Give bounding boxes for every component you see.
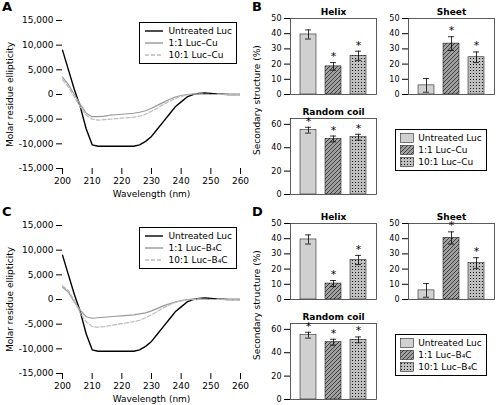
svg-text:200: 200: [54, 381, 71, 391]
html-text:1:1 Luc–B₄C: 1:1 Luc–B₄C: [418, 350, 472, 360]
svg-text:*: *: [474, 39, 480, 52]
svg-text:30: 30: [389, 249, 399, 258]
svg-text:20: 20: [271, 167, 281, 176]
svg-text:Sheet: Sheet: [437, 7, 467, 17]
svg-text:10: 10: [271, 280, 281, 289]
svg-text:Random coil: Random coil: [302, 312, 364, 322]
svg-text:*: *: [331, 124, 337, 137]
html-text:Secondary structure (%): Secondary structure (%): [252, 45, 262, 155]
svg-text:20: 20: [389, 265, 399, 274]
svg-text:Sheet: Sheet: [437, 212, 467, 222]
svg-text:40: 40: [271, 143, 281, 152]
html-text:D: D: [252, 204, 263, 219]
html-text:1:1 Luc–Cu: 1:1 Luc–Cu: [168, 38, 218, 48]
svg-text:5,000: 5,000: [28, 270, 54, 280]
svg-text:40: 40: [271, 29, 281, 38]
svg-text:200: 200: [54, 176, 71, 186]
svg-text:50: 50: [271, 14, 281, 23]
html-text:Untreated Luc: Untreated Luc: [418, 338, 482, 348]
svg-text:210: 210: [84, 381, 101, 391]
svg-text:-15,000: -15,000: [19, 368, 54, 378]
svg-text:0: 0: [394, 295, 399, 304]
html-text:1:1 Luc–Cu: 1:1 Luc–Cu: [418, 145, 468, 155]
svg-text:40: 40: [271, 348, 281, 357]
svg-text:0: 0: [394, 90, 399, 99]
svg-text:20: 20: [271, 265, 281, 274]
svg-text:Helix: Helix: [321, 212, 347, 222]
svg-text:60: 60: [271, 325, 281, 334]
svg-text:*: *: [449, 24, 455, 37]
svg-text:*: *: [331, 268, 337, 281]
html-text:10:1 Luc–B₄C: 10:1 Luc–B₄C: [168, 255, 228, 265]
html-text:Untreated Luc: Untreated Luc: [168, 231, 232, 241]
svg-text:5,000: 5,000: [28, 65, 54, 75]
svg-text:10: 10: [389, 75, 399, 84]
svg-text:30: 30: [389, 44, 399, 53]
svg-text:*: *: [356, 243, 362, 256]
html-text:1:1 Luc–B₄C: 1:1 Luc–B₄C: [168, 243, 222, 253]
svg-text:*: *: [474, 245, 480, 258]
svg-text:20: 20: [389, 60, 399, 69]
svg-text:-5,000: -5,000: [24, 114, 53, 124]
html-text:Untreated Luc: Untreated Luc: [418, 133, 482, 143]
svg-text:40: 40: [389, 29, 399, 38]
svg-text:10,000: 10,000: [22, 245, 54, 255]
svg-text:Molar residue ellipticity: Molar residue ellipticity: [5, 246, 15, 352]
svg-text:15,000: 15,000: [22, 15, 54, 25]
html-text:A: A: [2, 0, 13, 14]
html-text:10:1 Luc–Cu: 10:1 Luc–Cu: [418, 157, 474, 167]
svg-text:*: *: [356, 324, 362, 337]
svg-text:60: 60: [271, 120, 281, 129]
svg-text:Wavelength (nm): Wavelength (nm): [113, 394, 191, 404]
svg-text:260: 260: [232, 381, 249, 391]
svg-text:30: 30: [271, 44, 281, 53]
svg-text:0: 0: [48, 294, 54, 304]
html-text:10:1 Luc–Cu: 10:1 Luc–Cu: [168, 50, 224, 60]
svg-text:50: 50: [389, 14, 399, 23]
svg-text:*: *: [356, 39, 362, 52]
svg-text:240: 240: [173, 176, 190, 186]
svg-text:Helix: Helix: [321, 7, 347, 17]
svg-text:*: *: [356, 122, 362, 135]
svg-text:15,000: 15,000: [22, 220, 54, 230]
svg-text:40: 40: [271, 234, 281, 243]
svg-text:0: 0: [276, 190, 281, 199]
svg-text:0: 0: [48, 89, 54, 99]
svg-text:20: 20: [271, 372, 281, 381]
svg-text:230: 230: [143, 176, 160, 186]
svg-text:20: 20: [271, 60, 281, 69]
svg-text:10: 10: [389, 280, 399, 289]
svg-text:240: 240: [173, 381, 190, 391]
svg-text:230: 230: [143, 381, 160, 391]
svg-text:50: 50: [271, 219, 281, 228]
svg-text:Random coil: Random coil: [302, 107, 364, 117]
svg-text:0: 0: [276, 395, 281, 404]
svg-text:260: 260: [232, 176, 249, 186]
svg-text:Molar residue ellipticity: Molar residue ellipticity: [5, 41, 15, 147]
html-text:B: B: [252, 0, 262, 14]
svg-text:30: 30: [271, 249, 281, 258]
svg-text:40: 40: [389, 234, 399, 243]
svg-text:-10,000: -10,000: [19, 344, 54, 354]
svg-text:10,000: 10,000: [22, 40, 54, 50]
svg-text:Wavelength (nm): Wavelength (nm): [113, 189, 191, 199]
svg-text:0: 0: [276, 295, 281, 304]
html-text:Untreated Luc: Untreated Luc: [168, 26, 232, 36]
svg-text:-10,000: -10,000: [19, 139, 54, 149]
svg-text:10: 10: [271, 75, 281, 84]
svg-text:250: 250: [202, 381, 219, 391]
svg-text:-5,000: -5,000: [24, 319, 53, 329]
svg-text:0: 0: [276, 90, 281, 99]
svg-text:220: 220: [113, 176, 130, 186]
svg-text:-15,000: -15,000: [19, 163, 54, 173]
svg-text:220: 220: [113, 381, 130, 391]
svg-text:*: *: [331, 327, 337, 340]
svg-text:210: 210: [84, 176, 101, 186]
html-text:10:1 Luc–B₄C: 10:1 Luc–B₄C: [418, 362, 478, 372]
svg-text:*: *: [331, 50, 337, 63]
html-text:C: C: [2, 204, 12, 219]
svg-text:250: 250: [202, 176, 219, 186]
svg-text:50: 50: [389, 219, 399, 228]
html-text:Secondary structure (%): Secondary structure (%): [252, 250, 262, 360]
